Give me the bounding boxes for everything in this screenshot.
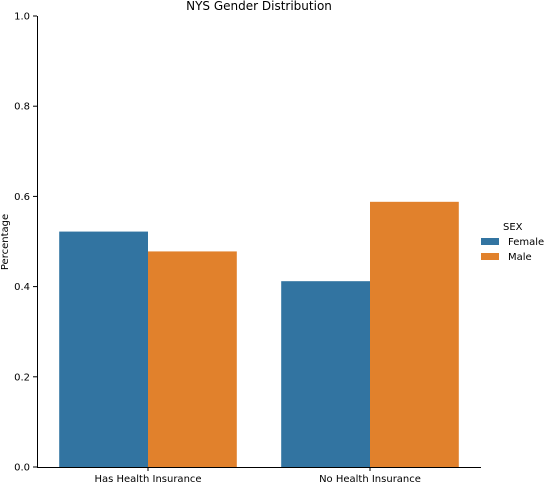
bar-female-0 [59, 232, 148, 467]
x-ticks: Has Health Insurance No Health Insurance [94, 467, 420, 484]
legend-label-male: Male [508, 252, 532, 263]
y-tick-label: 1.0 [14, 12, 30, 23]
bars [59, 202, 459, 467]
x-tick-label: Has Health Insurance [94, 474, 201, 484]
bar-female-1 [281, 281, 370, 467]
y-ticks: 0.0 0.2 0.4 0.6 0.8 1.0 [14, 12, 37, 474]
y-tick-label: 0.6 [14, 192, 30, 203]
chart-title: NYS Gender Distribution [186, 0, 332, 13]
legend: SEX Female Male [481, 222, 544, 263]
bar-male-0 [148, 251, 237, 467]
y-tick-label: 0.4 [14, 282, 30, 293]
legend-title: SEX [503, 222, 523, 233]
legend-swatch-male [481, 253, 499, 260]
legend-label-female: Female [508, 237, 544, 248]
y-tick-label: 0.8 [14, 102, 30, 113]
y-axis-label: Percentage [0, 214, 11, 270]
legend-swatch-female [481, 238, 499, 245]
y-tick-label: 0.2 [14, 372, 30, 383]
x-tick-label: No Health Insurance [319, 474, 421, 484]
bar-male-1 [370, 202, 459, 467]
y-tick-label: 0.0 [14, 463, 30, 474]
